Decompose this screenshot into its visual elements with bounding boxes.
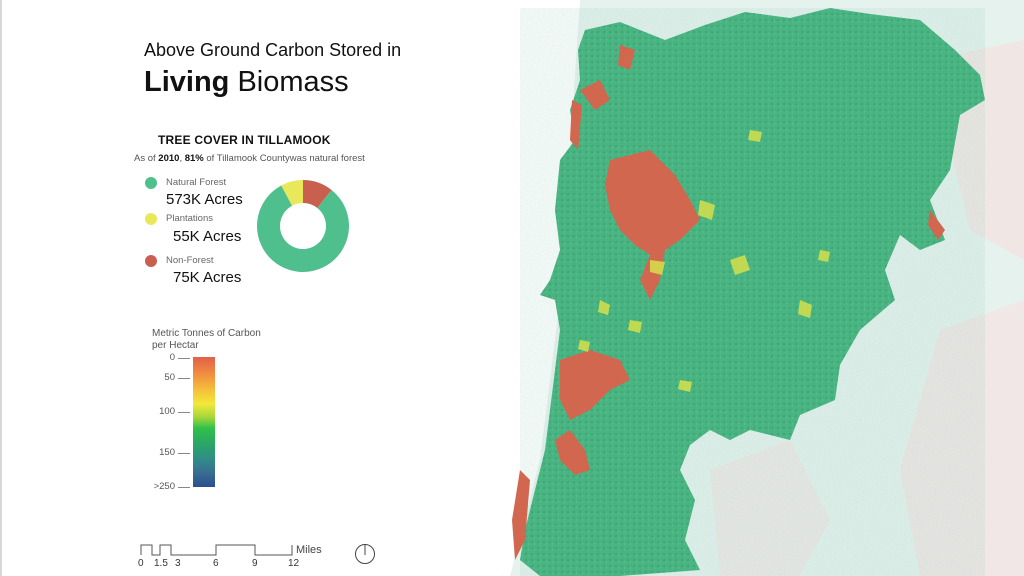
colorbar-tickmark	[178, 358, 190, 359]
scale-label: 6	[213, 558, 219, 569]
colorbar-tickmark	[178, 378, 190, 379]
colorbar-tick: 150	[159, 447, 175, 458]
tree-cover-heading: TREE COVER IN TILLAMOOK	[158, 133, 331, 147]
natural-forest-value: 573K Acres	[166, 191, 243, 208]
scale-label: 0	[138, 558, 144, 569]
neighbor-county-pink	[710, 440, 830, 576]
plantations-value: 55K Acres	[173, 228, 242, 245]
plantations-label: Plantations	[166, 213, 214, 224]
non-forest-label: Non-Forest	[166, 255, 214, 266]
subtitle-prefix: As of	[134, 153, 159, 164]
scale-label: 3	[175, 558, 181, 569]
donut-slice-non-forest	[303, 180, 332, 208]
scale-unit: Miles	[296, 544, 322, 556]
subtitle-year: 2010	[158, 153, 180, 164]
colorbar-tick: >250	[153, 481, 175, 492]
north-arrow-icon	[355, 544, 375, 564]
subtitle-mid: ,	[179, 153, 185, 164]
donut-slices	[257, 180, 349, 272]
plantation-areas	[578, 130, 830, 392]
colorbar-tick: 100	[159, 406, 175, 417]
subtitle-suffix: of Tillamook Countywas natural forest	[203, 153, 365, 164]
tree-cover-subtitle: As of 2010, 81% of Tillamook Countywas n…	[134, 153, 365, 164]
subtitle-pct: 81%	[184, 153, 204, 164]
carbon-map-svg	[500, 0, 1024, 576]
page-title-bold: Living	[144, 66, 230, 98]
colorbar-tick: 50	[164, 372, 175, 383]
scale-bar	[140, 544, 293, 556]
colorbar-title: Metric Tonnes of Carbon per Hectar	[152, 328, 261, 351]
colorbar-tickmark	[178, 412, 190, 413]
tree-cover-donut-chart	[257, 180, 349, 272]
scale-label: 9	[252, 558, 258, 569]
non-forest-swatch	[145, 255, 157, 267]
natural-forest-label: Natural Forest	[166, 177, 227, 188]
colorbar-tickmark	[178, 453, 190, 454]
non-forest-areas	[512, 45, 945, 560]
map[interactable]	[500, 0, 1024, 576]
donut-slice-natural-forest	[257, 185, 349, 272]
page-title-rest: Biomass	[229, 66, 349, 98]
page-left-border	[0, 0, 2, 576]
natural-forest-swatch	[145, 177, 157, 189]
colorbar-tick: 0	[169, 352, 175, 363]
colorbar-gradient	[193, 357, 215, 487]
plantations-swatch	[145, 213, 157, 225]
scale-label: 12	[288, 558, 300, 569]
forest-texture	[520, 8, 985, 576]
donut-slice-plantations	[281, 180, 303, 206]
page-title-line2: Living Biomass	[144, 66, 349, 99]
scale-label: 1.5	[154, 558, 168, 569]
page-title-line1: Above Ground Carbon Stored in	[144, 40, 402, 60]
neighbor-county-pink	[900, 300, 1024, 576]
colorbar-tickmark	[178, 487, 190, 488]
non-forest-value: 75K Acres	[173, 269, 242, 286]
